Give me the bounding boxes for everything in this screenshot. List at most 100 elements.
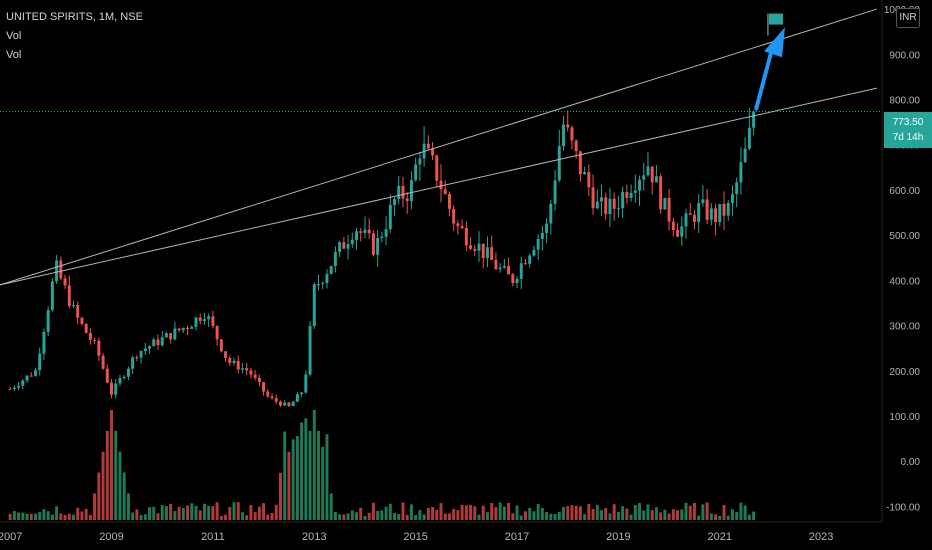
candle-body [80,317,84,324]
candle-body [633,190,637,193]
volume-bar [747,514,751,520]
trendline [0,87,878,286]
volume-bar [397,513,401,520]
candle-body [515,278,519,284]
candle-body [194,317,198,327]
candle-body [612,198,616,209]
volume-bar [684,502,688,520]
volume-bar [393,512,397,520]
volume-bar [333,511,337,520]
candle-body [12,387,16,389]
candle-body [642,175,646,180]
volume-bar [101,451,105,520]
volume-bar [519,515,523,520]
candle-body [143,348,147,352]
candle-body [55,260,59,282]
x-tick-label: 2011 [201,531,225,543]
volume-bar [515,505,519,520]
volume-bar [169,503,173,520]
candle-body [743,148,747,163]
volume-bar [752,511,756,520]
volume-bar [490,502,494,520]
y-tick-label: 500.00 [889,231,920,242]
price-axis[interactable]: 1000.00900.00800.00700.00600.00500.00400… [881,0,920,522]
volume-bar [240,512,244,520]
volume-bar [616,511,620,520]
volume-bar [110,410,113,520]
volume-bar [409,504,413,520]
candle-body [173,328,177,340]
volume-bar [667,513,671,520]
volume-bar [34,513,37,520]
candle-body [667,197,671,222]
volume-bar [215,502,219,520]
candle-body [469,245,473,249]
candle-body [245,368,249,371]
candle-body [346,244,350,249]
candle-body [359,231,363,233]
volume-bar [426,507,430,520]
volume-bar [431,507,435,520]
volume-bar [160,504,164,520]
x-tick-label: 2007 [0,531,22,543]
candle-body [295,394,299,402]
candle-body [456,223,460,227]
candle-body [519,263,523,279]
candle-body [388,204,392,230]
candle-body [629,192,633,198]
candle-body [50,281,54,311]
candle-body [498,267,502,270]
volume-bar [72,514,75,520]
volume-bar [452,508,456,520]
volume-bar [714,514,718,520]
candle-body [401,185,405,199]
volume-bar [367,512,371,520]
candle-body [730,194,734,204]
volume-bar [456,510,460,520]
volume-bar [600,510,603,520]
candle-body [342,242,346,249]
volume-bar [422,514,426,520]
symbol-title[interactable]: UNITED SPIRITS, 1M, NSE [6,11,143,23]
volume-bar [473,506,477,520]
currency-button[interactable]: INR [896,8,920,28]
candle-body [405,198,409,202]
candle-body [481,243,485,258]
candle-body [177,328,181,331]
y-tick-label: 200.00 [889,367,920,378]
volume-bar [80,511,84,520]
volume-bar [329,493,333,520]
volume-bar [671,509,675,520]
volume-legend-1[interactable]: Vol [6,30,22,42]
volume-legend-2[interactable]: Vol [6,49,22,61]
candle-body [211,316,215,326]
volume-bar [283,431,287,520]
candle-body [262,382,266,392]
time-axis[interactable]: 2007 2009 2011 2013 2015 2017 2019 2021 2023 [0,521,882,543]
candle-body [97,340,101,356]
volume-bar [663,509,667,520]
candle-body [464,228,468,246]
volume-bar [494,507,498,520]
volume-bar [236,502,240,520]
candle-body [215,325,219,340]
candle-body [528,255,532,264]
candle-body [380,236,384,239]
volume-bar [469,504,473,520]
candle-body [232,360,236,364]
candle-body [110,382,113,395]
candle-body [447,193,451,209]
volume-bar [42,509,46,520]
volume-bar [350,510,354,520]
candle-body [680,226,684,237]
candle-body [325,273,329,284]
volume-bar [50,514,54,520]
candle-body [228,358,232,364]
volume-bar [131,512,135,520]
candle-body [545,223,549,233]
annotations [754,13,786,111]
volume-bar [245,515,249,520]
candle-body [333,251,337,267]
volume-bar [562,507,565,520]
